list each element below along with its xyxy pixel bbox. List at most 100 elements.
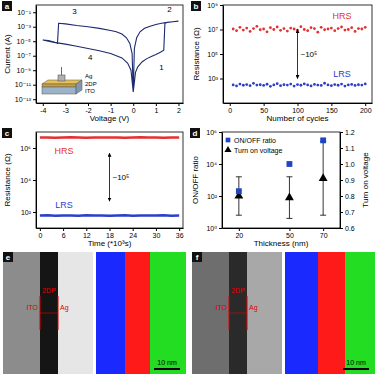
tick: 50 [260, 103, 268, 114]
image-region [58, 252, 93, 374]
inset-ito-front [42, 87, 76, 94]
point [259, 28, 262, 31]
tick-label: 100 [292, 107, 304, 114]
inset-side [76, 80, 82, 94]
point [252, 27, 255, 30]
tick-mark [340, 212, 343, 213]
point [279, 29, 282, 32]
tick-mark [230, 103, 231, 106]
tick-label: -1 [108, 107, 114, 114]
point [320, 84, 323, 87]
point [313, 27, 316, 30]
point [232, 84, 235, 87]
tick-label: 10⁰ [206, 225, 217, 232]
plot-area [232, 25, 367, 88]
tick-label: 0.9 [345, 177, 355, 184]
tick-mark [33, 212, 36, 213]
tick-mark [33, 148, 36, 149]
tick-mark [219, 132, 222, 133]
legend-symbol [224, 146, 231, 152]
axis-line [223, 6, 224, 104]
tick-label: -4 [40, 107, 46, 114]
tick-mark [65, 103, 66, 106]
tick-mark [219, 228, 222, 229]
map-region [96, 252, 125, 374]
scale-bar [343, 368, 369, 370]
point [299, 25, 302, 28]
legend-label: ON/OFF ratio [234, 137, 276, 144]
x-axis-title: Time (*10³s) [88, 239, 132, 248]
tick-mark [110, 228, 111, 231]
tick: 10⁴ [206, 161, 222, 168]
point [239, 26, 242, 29]
point [289, 27, 292, 30]
plot-area [234, 137, 327, 218]
tick-mark [239, 228, 240, 231]
tick-label: 150 [326, 107, 338, 114]
tick-label: 10² [21, 209, 32, 216]
tick-label: 10⁶ [206, 129, 217, 136]
annotation: 1 [159, 63, 164, 72]
series-label: LRS [333, 69, 351, 79]
tick-label: 10⁻¹¹ [15, 81, 32, 88]
plot-frame [223, 5, 372, 103]
tick: 10⁶ [20, 145, 36, 152]
tick-label: 0.6 [345, 225, 355, 232]
tick-label: -3 [63, 107, 69, 114]
point [269, 85, 272, 88]
tick: -1 [108, 103, 114, 114]
tick-label: 10⁴ [20, 177, 31, 184]
series-label: HRS [54, 146, 73, 156]
tick: 10³ [208, 75, 223, 82]
point [320, 137, 326, 143]
error-bar-cap [236, 215, 242, 216]
tick-mark [220, 30, 223, 31]
point [276, 82, 279, 85]
tick: 1.0 [340, 161, 355, 168]
error-bar-cap [286, 218, 292, 219]
x-axis: 061218243036 [37, 228, 184, 239]
double-arrow [109, 153, 110, 201]
tick-label: 18 [106, 232, 114, 239]
tick: -2 [85, 103, 91, 114]
point [344, 85, 347, 88]
tick-label: 0 [38, 232, 42, 239]
point [357, 27, 360, 30]
tick: 20 [235, 228, 243, 239]
panel-letter-box [3, 252, 13, 262]
point [337, 27, 340, 30]
series-line [40, 214, 179, 217]
image-label: 2DP [231, 287, 245, 294]
tick: 10⁻¹¹ [15, 81, 36, 88]
point [327, 84, 330, 87]
panel-letter: c [5, 129, 10, 138]
tick-mark [111, 103, 112, 106]
map-region [125, 252, 150, 374]
tick-label: 10² [207, 193, 218, 200]
point [272, 84, 275, 87]
y-axis: 10⁻¹³10⁻¹¹10⁻⁹10⁻⁷10⁻⁵10⁻³10⁻¹ [15, 6, 37, 104]
tick-mark [43, 103, 44, 106]
tick-mark [133, 103, 134, 106]
tick-mark [220, 5, 223, 6]
point [310, 26, 313, 29]
tick-label: 10⁷ [208, 26, 219, 33]
y-axis: 10⁰ 10² 10⁴ 10⁶ [206, 129, 222, 232]
tick-label: 36 [176, 232, 184, 239]
tick: 30 [153, 228, 161, 239]
plot-frame [222, 132, 340, 228]
tick: 10⁻⁹ [17, 67, 36, 74]
point [347, 28, 350, 31]
tick: 10² [207, 193, 222, 200]
panel-letter-box [2, 128, 12, 138]
tick: 0 [228, 103, 232, 114]
axis-line [37, 103, 184, 104]
point [293, 28, 296, 31]
tick-mark [178, 103, 179, 106]
plot-frame [36, 5, 183, 103]
point [252, 82, 255, 85]
point [354, 30, 357, 33]
panel-a: Ag2DPITO1234-4-3-2-101210⁻¹³10⁻¹¹10⁻⁹10⁻… [2, 1, 184, 123]
panel-e: ITO2DPAg10 nme [3, 252, 186, 374]
tick: 1.2 [340, 129, 355, 136]
